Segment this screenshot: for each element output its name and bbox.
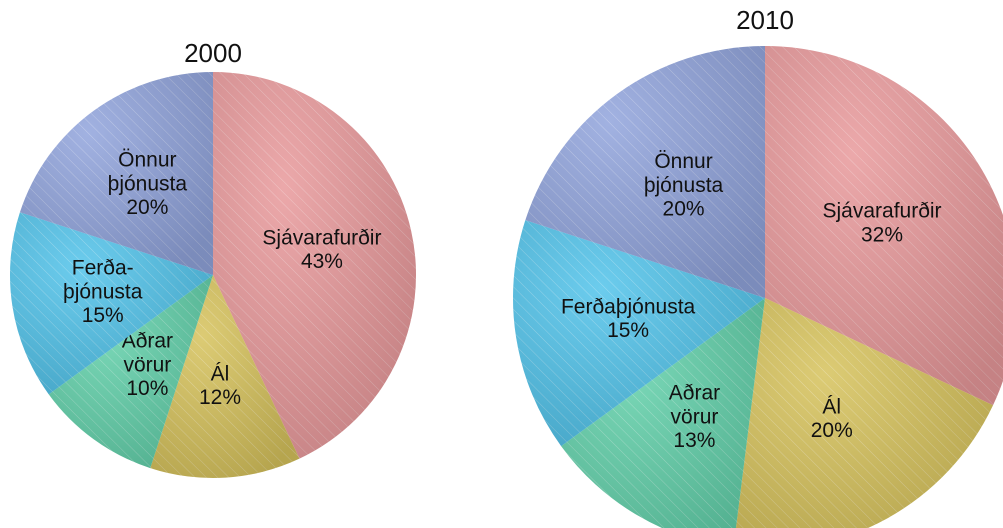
slice-label: Ferða-þjónusta	[63, 256, 143, 303]
slice-label: Ál	[211, 362, 230, 385]
label-line: vörur	[671, 405, 719, 428]
label-line: Önnur	[654, 149, 712, 172]
slice-shade	[561, 298, 765, 528]
slice-shade	[48, 275, 214, 469]
label-line: Ál	[211, 362, 230, 385]
label-line: Aðrar	[669, 381, 720, 404]
slice-shade	[213, 72, 416, 459]
value-label: 43%	[301, 250, 343, 273]
slice-shade	[150, 275, 300, 478]
slice-shade	[513, 220, 765, 447]
slice-shade	[525, 46, 765, 298]
slice-label: Sjávarafurðir	[262, 226, 381, 249]
label-line: Ferða-	[72, 256, 134, 279]
label-line: Sjávarafurðir	[822, 199, 941, 222]
value-label: 32%	[861, 223, 903, 246]
label-line: Ál	[822, 395, 841, 418]
slice-label: Ferðaþjónusta	[561, 295, 696, 318]
slice-shade	[765, 46, 1003, 406]
value-label: 20%	[663, 197, 705, 220]
label-line: Ferðaþjónusta	[561, 295, 696, 318]
slice-label: Önnur þjónusta	[644, 149, 724, 196]
slice-label: Sjávarafurðir	[822, 199, 941, 222]
label-line: Önnur	[118, 148, 176, 171]
value-label: 15%	[607, 319, 649, 342]
chart-title: 2000	[184, 38, 242, 68]
label-line: Aðrar	[122, 329, 173, 352]
slice-shade	[9, 212, 213, 395]
label-line: þjónusta	[644, 173, 724, 196]
slice-label: Aðrar vörur	[122, 329, 173, 376]
value-label: 15%	[82, 304, 124, 327]
value-label: 13%	[673, 429, 715, 452]
slice-label: Aðrar vörur	[669, 381, 720, 428]
slice-label: Ál	[822, 395, 841, 418]
slice-shade	[19, 72, 213, 275]
slice-label: Önnur þjónusta	[108, 148, 188, 195]
slice-shade	[735, 298, 994, 528]
value-label: 10%	[126, 377, 168, 400]
label-line: þjónusta	[108, 172, 188, 195]
value-label: 20%	[811, 419, 853, 442]
label-line: Sjávarafurðir	[262, 226, 381, 249]
value-label: 12%	[199, 386, 241, 409]
chart-title: 2010	[736, 5, 794, 35]
label-line: þjónusta	[63, 280, 143, 303]
label-line: vörur	[123, 353, 171, 376]
value-label: 20%	[126, 196, 168, 219]
